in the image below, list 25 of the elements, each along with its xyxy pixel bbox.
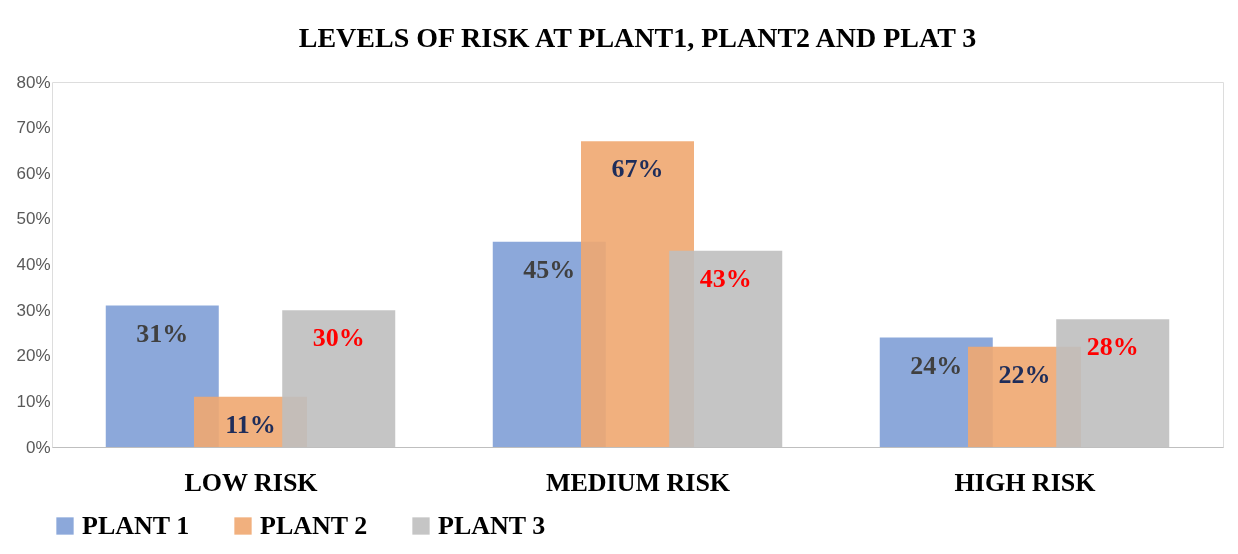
x-tick-label: HIGH RISK [954, 467, 1097, 497]
y-tick-label: 50% [16, 209, 51, 229]
x-tick-label: MEDIUM RISK [545, 467, 731, 497]
x-tick-label: LOW RISK [184, 467, 319, 497]
y-tick-label: 70% [16, 118, 51, 138]
text: 28% [1086, 332, 1139, 362]
text: 43% [699, 263, 752, 293]
text: 31% [136, 318, 189, 348]
text: 24% [910, 350, 963, 380]
y-tick-label: 0% [25, 437, 51, 457]
y-tick-label: 60% [16, 163, 51, 183]
text: 67% [611, 154, 664, 184]
y-tick-label: 80% [16, 72, 51, 92]
text: 30% [312, 323, 365, 353]
y-tick-label: 40% [16, 255, 51, 274]
y-tick-label: 10% [16, 391, 51, 411]
legend-label: PLANT 1 [82, 511, 190, 540]
text: 22% [998, 359, 1051, 389]
legend-label: PLANT 3 [438, 511, 546, 540]
text: 11% [225, 409, 276, 439]
legend-label: PLANT 2 [260, 511, 368, 540]
y-tick-label: 30% [16, 300, 51, 320]
chart-title: LEVELS OF RISK AT PLANT1, PLANT2 AND PLAT 3 [298, 22, 977, 53]
y-tick-label: 20% [16, 346, 51, 366]
text: 45% [523, 254, 576, 284]
